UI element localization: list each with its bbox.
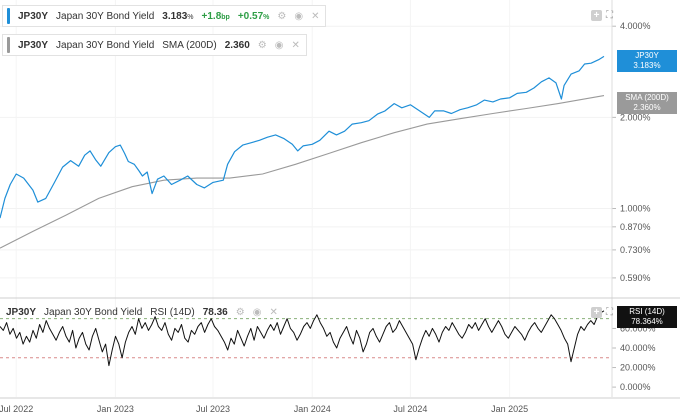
price-line [0,55,605,219]
legend-change: +1.8 [201,10,222,22]
sma-line [0,95,605,249]
rsi-legend-value: 78.36 [202,306,228,318]
rsi-legend-name: Japan 30Y Bond Yield [44,306,143,318]
rsi-tag-value: 78.364% [631,317,663,326]
price-tick-label: 0.730% [620,245,651,255]
rsi-tick-label: 60.000% [620,323,656,333]
visibility-icon[interactable]: ◉ [294,10,304,22]
legend-name: Japan 30Y Bond Yield [56,10,155,22]
time-x-axis: Jul 2022 Jan 2023 Jul 2023 Jan 2024 Jul 2024… [0,404,528,414]
fullscreen-icon[interactable]: ⛶ [606,10,613,21]
price-tick-label: 2.000% [620,112,651,122]
price-tag: JP30Y 3.183% [617,50,677,72]
rsi-visibility-icon[interactable]: ◉ [252,306,262,318]
price-plot[interactable] [0,55,605,249]
legend-value: 3.183 [162,10,188,22]
legend-value-unit: % [187,13,194,21]
sma-legend-indicator: SMA (200D) [162,39,217,51]
price-tick-label: 1.000% [620,204,651,214]
rsi-tick-label: 0.000% [620,382,651,392]
time-tick-label: Jan 2025 [491,404,528,414]
panel-frame [0,0,680,399]
sma-legend[interactable]: JP30Y Japan 30Y Bond Yield SMA (200D) 2.… [2,34,307,56]
rsi-fullscreen-icon[interactable]: ⛶ [606,307,613,318]
rsi-legend-indicator: RSI (14D) [150,306,195,318]
price-legend[interactable]: JP30Y Japan 30Y Bond Yield 3.183% +1.8bp… [2,5,327,27]
rsi-settings-icon[interactable]: ⚙ [235,306,245,318]
rsi-tick-label: 20.000% [620,363,656,373]
sma-legend-name: Japan 30Y Bond Yield [56,39,155,51]
rsi-y-axis: 60.000% 40.000% 20.000% 0.000% [612,323,656,392]
price-y-axis: 4.000% 2.000% 1.000% 0.870% 0.730% 0.590% [612,21,651,283]
sma-close-icon[interactable]: ✕ [291,39,300,51]
sma-legend-value: 2.360 [224,39,250,51]
rsi-line [0,310,605,367]
price-tick-label: 4.000% [620,21,651,31]
rsi-tick-label: 40.000% [620,343,656,353]
close-icon[interactable]: ✕ [311,10,320,22]
sma-color-marker [7,37,10,53]
sma-settings-icon[interactable]: ⚙ [257,39,267,51]
rsi-close-icon[interactable]: ✕ [269,306,278,318]
time-tick-label: Jul 2022 [0,404,33,414]
rsi-tag: RSI (14D) 78.364% [617,306,677,328]
rsi-legend-symbol: JP30Y [6,306,37,318]
rsi-add-pane-icon[interactable]: + [591,307,602,318]
sma-visibility-icon[interactable]: ◉ [274,39,284,51]
sma-tag: SMA (200D) 2.360% [617,92,677,114]
time-tick-label: Jan 2023 [97,404,134,414]
price-tag-value: 3.183% [633,61,661,70]
price-color-marker [7,8,10,24]
rsi-plot[interactable] [0,310,612,367]
time-tick-label: Jan 2024 [294,404,331,414]
settings-icon[interactable]: ⚙ [277,10,287,22]
legend-change-unit: bp [221,13,230,21]
legend-symbol: JP30Y [18,10,49,22]
price-tick-label: 0.870% [620,222,651,232]
rsi-legend[interactable]: JP30Y Japan 30Y Bond Yield RSI (14D) 78.… [2,301,284,323]
time-tick-label: Jul 2024 [393,404,427,414]
rsi-tag-label: RSI (14D) [629,307,665,316]
sma-tag-label: SMA (200D) [625,93,669,102]
time-tick-label: Jul 2023 [196,404,230,414]
sma-tag-value: 2.360% [633,103,661,112]
price-tick-label: 0.590% [620,273,651,283]
legend-change-pct: +0.57 [237,10,264,22]
add-pane-icon[interactable]: + [591,10,602,21]
price-tag-label: JP30Y [635,51,659,60]
legend-change-pct-unit: % [263,13,270,21]
grid-lines [0,0,612,397]
sma-legend-symbol: JP30Y [18,39,49,51]
